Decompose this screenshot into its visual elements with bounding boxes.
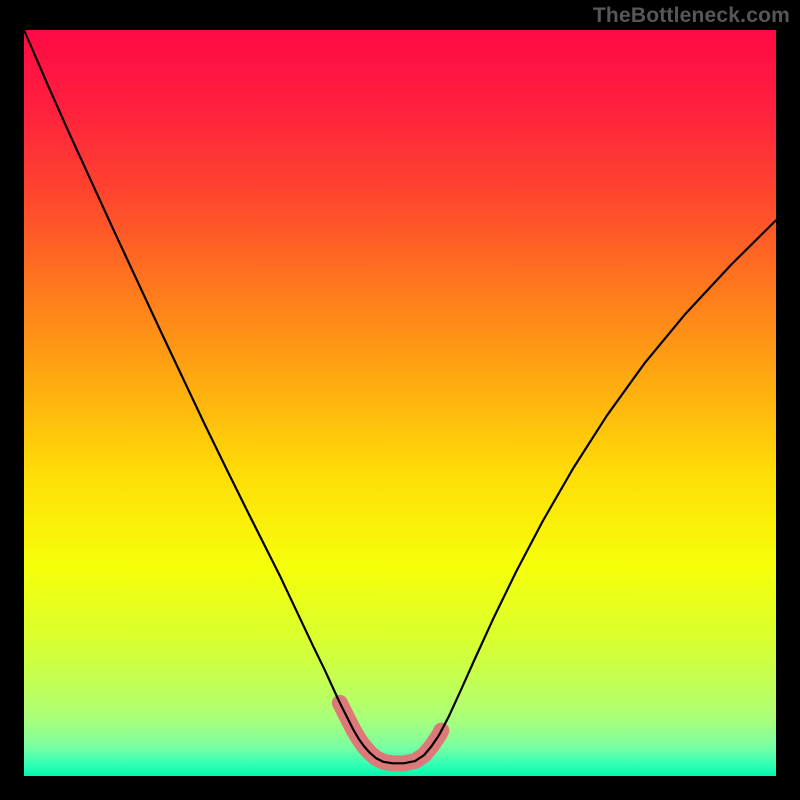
gradient-background (24, 30, 776, 776)
watermark-text: TheBottleneck.com (593, 4, 790, 28)
chart-svg (0, 0, 800, 800)
chart-root: TheBottleneck.com (0, 0, 800, 800)
